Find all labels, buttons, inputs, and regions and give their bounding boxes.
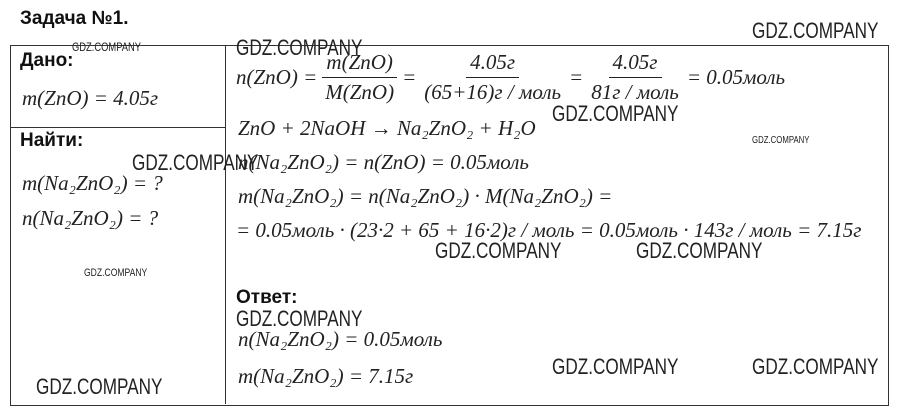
- find-item: m(Na₂ZnO₂) = ?: [22, 171, 163, 195]
- watermark: GDZ.COMPANY: [636, 238, 763, 263]
- numerator: 4.05г: [608, 50, 662, 78]
- numerator: m(ZnO): [322, 50, 397, 78]
- equation-moles-zno: n(ZnO) = m(ZnO) M(ZnO) = 4.05г (65+16)г / …: [236, 50, 785, 105]
- watermark: GDZ.COMPANY: [752, 18, 879, 43]
- watermark: GDZ.COMPANY: [36, 374, 163, 399]
- answer-item: n(Na₂ZnO₂) = 0.05моль: [238, 327, 443, 351]
- given-heading: Дано:: [20, 50, 74, 71]
- eq1-rhs: = 0.05моль: [686, 65, 786, 89]
- equation-mass-calc: = 0.05моль · (23·2 + 65 + 16·2)г / моль …: [236, 218, 862, 242]
- watermark: GDZ.COMPANY: [552, 101, 679, 126]
- fraction: 4.05г 81г / моль: [587, 50, 683, 105]
- denominator: 81г / моль: [591, 80, 679, 104]
- find-heading: Найти:: [20, 130, 84, 151]
- equals: =: [402, 65, 417, 89]
- answer-heading: Ответ:: [236, 287, 298, 308]
- watermark: GDZ.COMPANY: [752, 135, 810, 146]
- watermark: GDZ.COMPANY: [552, 354, 679, 379]
- column-divider: [225, 45, 226, 404]
- find-item: n(Na₂ZnO₂) = ?: [22, 206, 159, 230]
- fraction: 4.05г (65+16)г / моль: [420, 50, 565, 105]
- row-divider: [10, 127, 225, 128]
- eq1-lhs: n(ZnO) =: [236, 65, 318, 89]
- given-item: m(ZnO) = 4.05г: [22, 86, 159, 110]
- watermark: GDZ.COMPANY: [132, 150, 259, 175]
- answer-item: m(Na₂ZnO₂) = 7.15г: [238, 364, 414, 388]
- problem-title: Задача №1.: [20, 8, 129, 29]
- numerator: 4.05г: [466, 50, 520, 78]
- watermark: GDZ.COMPANY: [435, 238, 562, 263]
- denominator: (65+16)г / моль: [424, 80, 562, 104]
- denominator: M(ZnO): [325, 80, 395, 104]
- watermark: GDZ.COMPANY: [236, 306, 363, 331]
- solution-table: [10, 45, 889, 406]
- equation-moles-product: n(Na₂ZnO₂) = n(ZnO) = 0.05моль: [238, 150, 529, 174]
- reaction-equation: ZnO + 2NaOH → Na₂ZnO₂ + H₂O: [238, 116, 536, 140]
- watermark: GDZ.COMPANY: [236, 35, 363, 60]
- watermark: GDZ.COMPANY: [84, 267, 148, 279]
- equals: =: [569, 65, 584, 89]
- equation-mass-product: m(Na₂ZnO₂) = n(Na₂ZnO₂) · M(Na₂ZnO₂) =: [238, 184, 613, 208]
- fraction: m(ZnO) M(ZnO): [321, 50, 398, 105]
- watermark: GDZ.COMPANY: [72, 40, 141, 54]
- watermark: GDZ.COMPANY: [752, 354, 879, 379]
